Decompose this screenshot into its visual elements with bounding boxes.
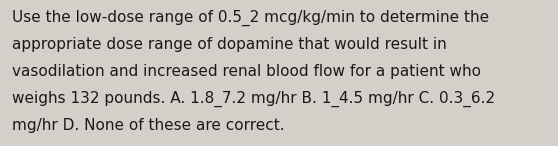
Text: Use the low-dose range of 0.5_2 mcg/kg/min to determine the: Use the low-dose range of 0.5_2 mcg/kg/m… bbox=[12, 10, 489, 26]
Text: vasodilation and increased renal blood flow for a patient who: vasodilation and increased renal blood f… bbox=[12, 64, 482, 79]
Text: mg/hr D. None of these are correct.: mg/hr D. None of these are correct. bbox=[12, 118, 285, 133]
Text: weighs 132 pounds. A. 1.8_7.2 mg/hr B. 1_4.5 mg/hr C. 0.3_6.2: weighs 132 pounds. A. 1.8_7.2 mg/hr B. 1… bbox=[12, 91, 496, 107]
Text: appropriate dose range of dopamine that would result in: appropriate dose range of dopamine that … bbox=[12, 37, 447, 52]
